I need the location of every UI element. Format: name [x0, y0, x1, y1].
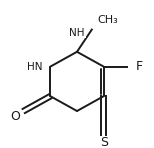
- Text: CH₃: CH₃: [98, 15, 118, 25]
- Text: S: S: [100, 136, 108, 148]
- Text: F: F: [136, 60, 143, 73]
- Text: O: O: [11, 110, 20, 123]
- Text: NH: NH: [69, 28, 85, 38]
- Text: HN: HN: [27, 62, 43, 72]
